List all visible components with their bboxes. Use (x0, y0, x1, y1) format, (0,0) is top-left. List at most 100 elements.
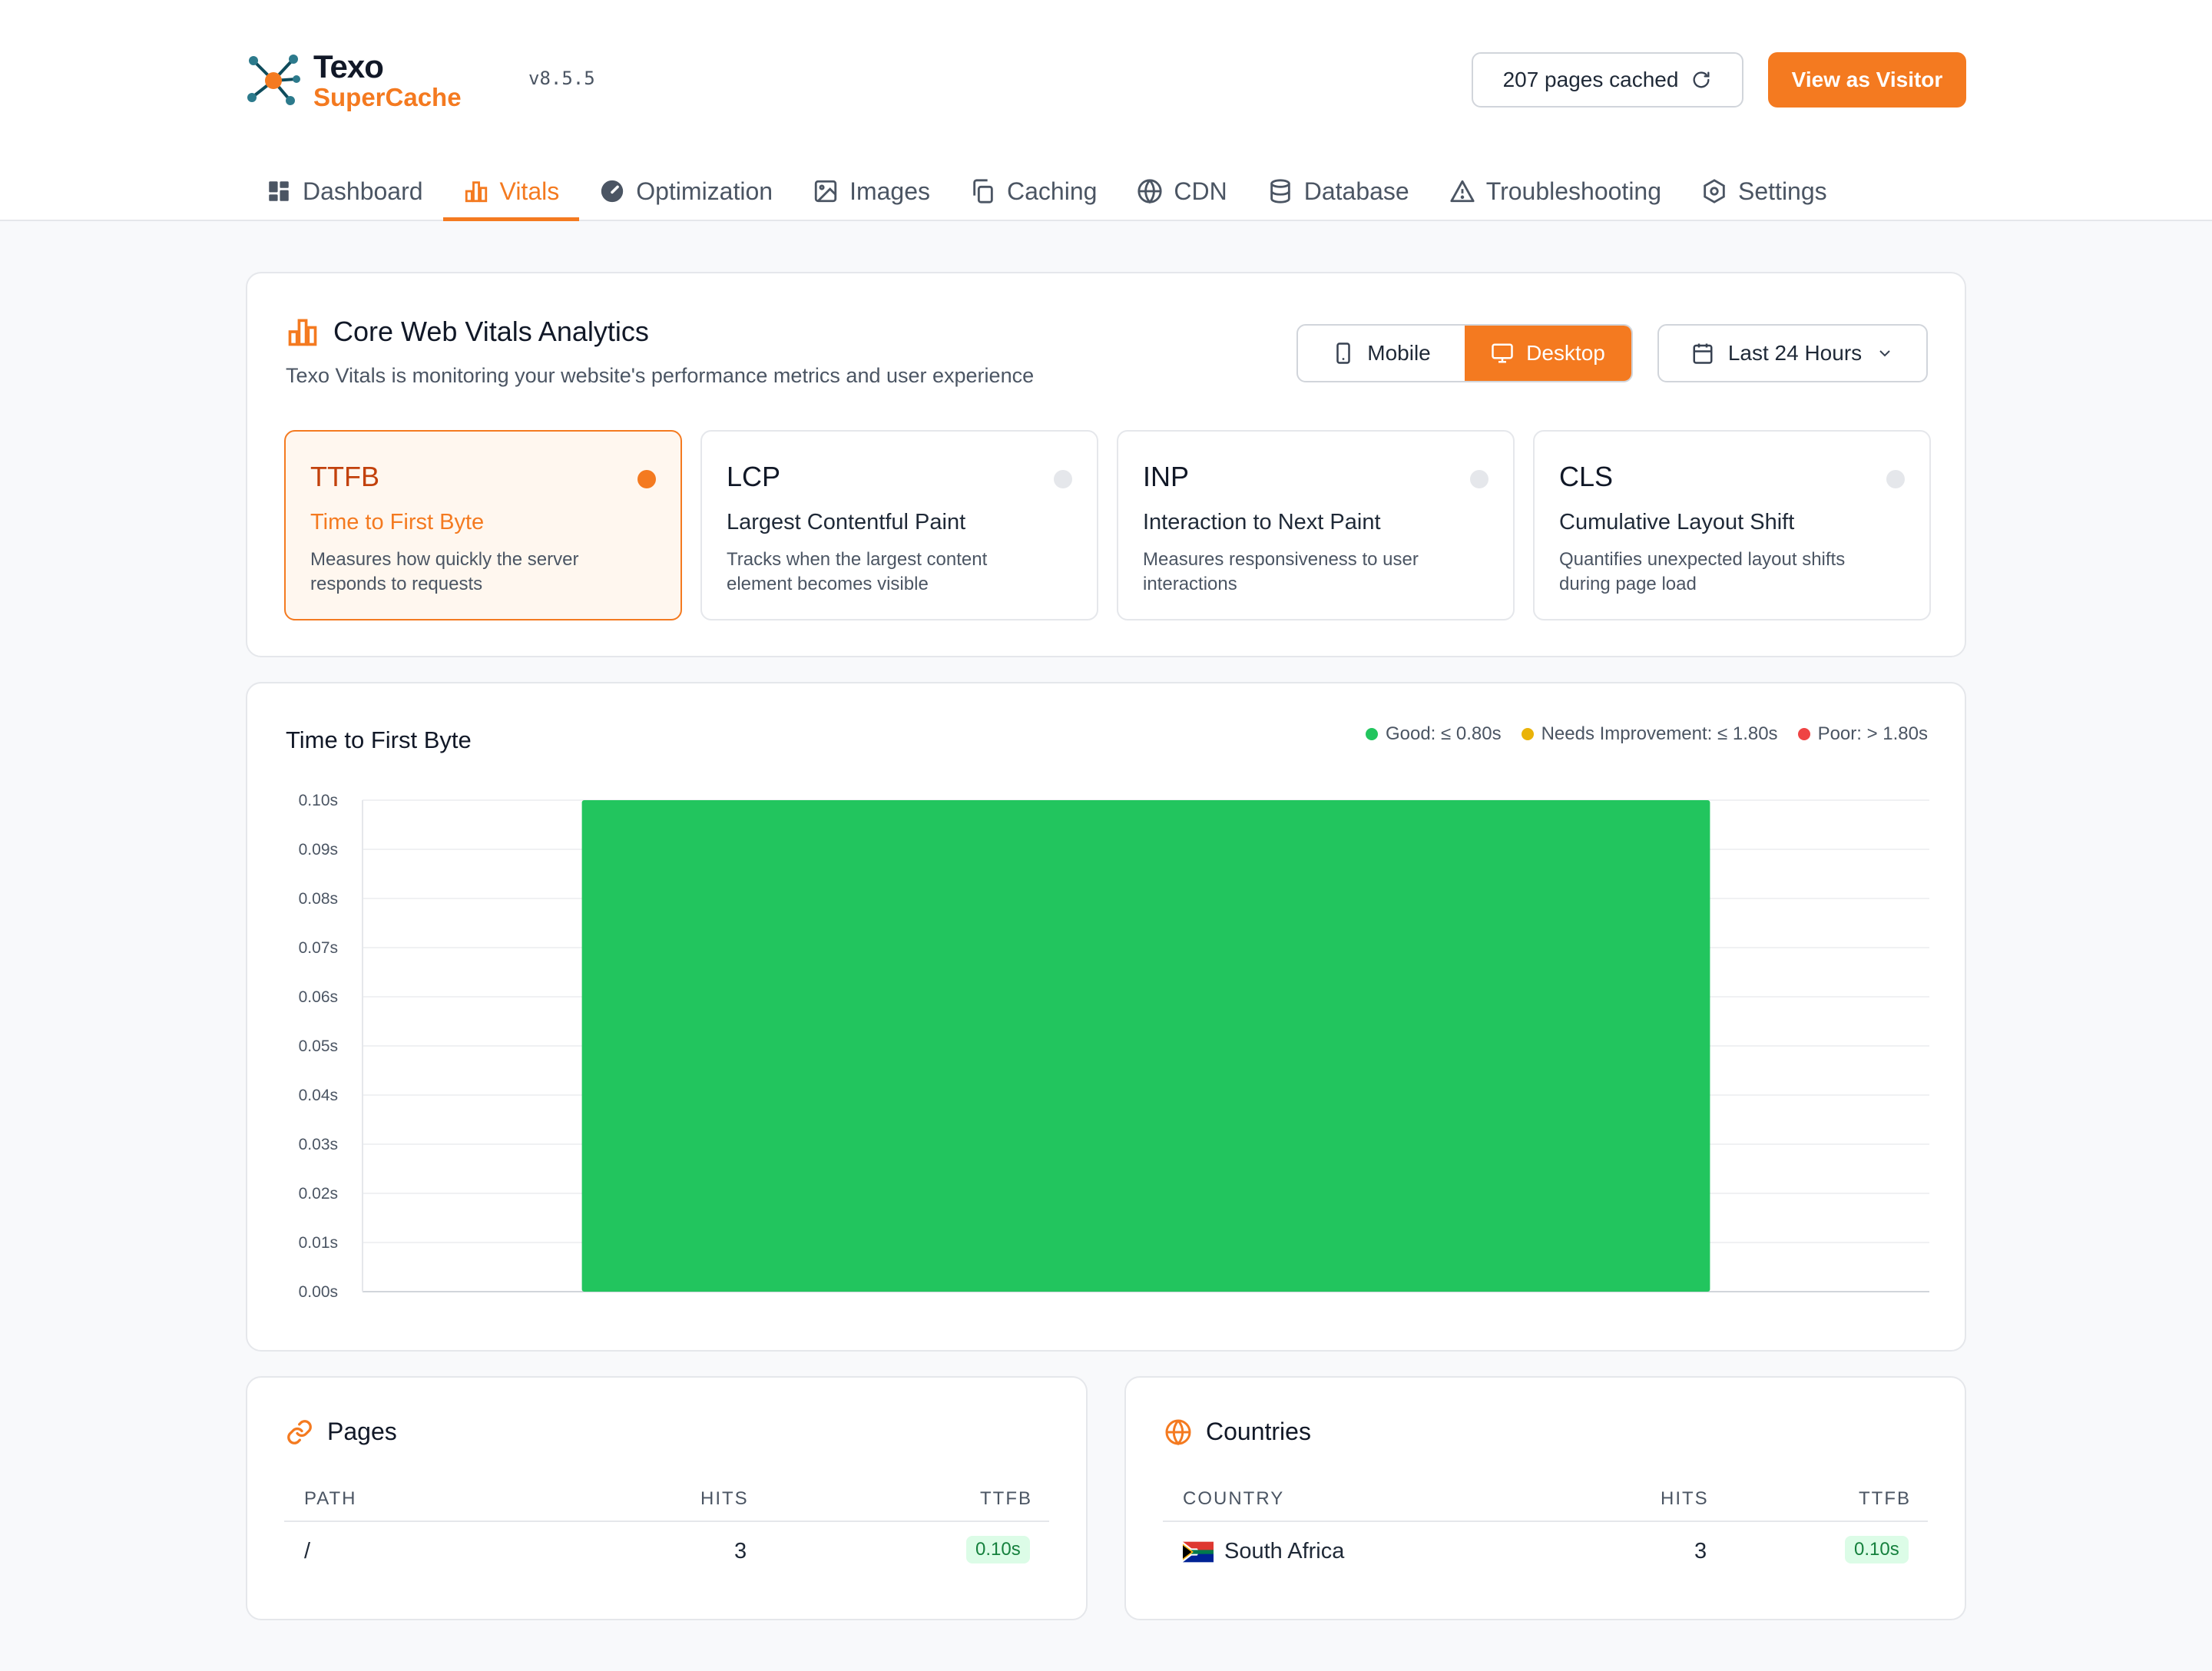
link-icon (287, 1419, 312, 1444)
header-divider (1163, 1520, 1928, 1522)
legend-label-needs-improvement: Needs Improvement: ≤ 1.80s (1541, 723, 1778, 744)
date-range-select[interactable]: Last 24 Hours (1657, 324, 1928, 382)
legend-item-good: Good: ≤ 0.80s (1365, 723, 1502, 745)
countries-title-row: Countries (1164, 1418, 1311, 1446)
mobile-toggle-button[interactable]: Mobile (1298, 326, 1465, 381)
country-ttfb-badge: 0.10s (1845, 1536, 1909, 1563)
countries-header-ttfb: TTFB (1859, 1488, 1911, 1509)
globe-icon (1165, 1419, 1191, 1445)
pages-title-row: Pages (286, 1418, 397, 1446)
tab-troubleshooting-label: Troubleshooting (1485, 177, 1662, 205)
globe-icon (1137, 179, 1162, 204)
tab-images[interactable]: Images (793, 161, 950, 221)
chart-legend: Good: ≤ 0.80s Needs Improvement: ≤ 1.80s… (1365, 723, 1928, 745)
metric-status-dot (1054, 470, 1072, 488)
ttfb-bar (581, 800, 1710, 1292)
legend-dot-needs-improvement (1521, 728, 1534, 740)
legend-item-needs-improvement: Needs Improvement: ≤ 1.80s (1521, 723, 1778, 745)
tab-optimization[interactable]: Optimization (579, 161, 793, 221)
bar-chart-icon (465, 181, 487, 203)
device-toggle: Mobile Desktop (1296, 324, 1633, 382)
grid-icon (269, 181, 289, 201)
page-path[interactable]: / (304, 1539, 311, 1563)
refresh-icon (1693, 71, 1710, 88)
legend-label-good: Good: ≤ 0.80s (1385, 723, 1502, 744)
metric-card-inp[interactable]: INP Interaction to Next Paint Measures r… (1117, 430, 1515, 620)
y-tick-label: 0.02s (299, 1185, 338, 1203)
metric-description: Quantifies unexpected layout shifts duri… (1559, 549, 1846, 595)
metric-status-dot (637, 470, 656, 488)
mobile-label: Mobile (1367, 341, 1431, 365)
metric-card-lcp[interactable]: LCP Largest Contentful Paint Tracks when… (700, 430, 1098, 620)
page-hits: 3 (734, 1539, 747, 1563)
country-cell: South Africa (1183, 1539, 1344, 1564)
tab-database-label: Database (1303, 177, 1409, 205)
tab-dashboard-label: Dashboard (303, 177, 423, 205)
gear-icon (1704, 179, 1725, 203)
warning-icon (1450, 180, 1475, 203)
tab-caching[interactable]: Caching (950, 161, 1117, 221)
legend-dot-good (1365, 728, 1378, 740)
metric-name: Cumulative Layout Shift (1559, 510, 1795, 534)
page-ttfb-badge: 0.10s (966, 1536, 1030, 1563)
tab-database[interactable]: Database (1247, 161, 1429, 221)
countries-title: Countries (1206, 1418, 1311, 1445)
vitals-title: Core Web Vitals Analytics (333, 316, 649, 347)
country-name: South Africa (1224, 1539, 1345, 1563)
y-tick-label: 0.07s (299, 939, 338, 957)
metric-abbr: INP (1143, 461, 1190, 492)
ttfb-chart-card: 0.00s 0.01s 0.02s 0.03s 0.04s 0.05s 0.06s 0.07s… (246, 682, 1966, 1352)
metric-name: Largest Contentful Paint (727, 510, 966, 534)
logo-subtitle: SuperCache (313, 83, 462, 111)
tab-dashboard[interactable]: Dashboard (246, 161, 443, 221)
country-hits: 3 (1694, 1539, 1707, 1563)
tab-vitals[interactable]: Vitals (442, 161, 580, 221)
metric-card-cls[interactable]: CLS Cumulative Layout Shift Quantifies u… (1533, 430, 1931, 620)
legend-item-poor: Poor: > 1.80s (1797, 723, 1928, 745)
core-web-vitals-card: Core Web Vitals Analytics Texo Vitals is… (246, 272, 1966, 657)
y-tick-label: 0.05s (299, 1037, 338, 1055)
date-range-label: Last 24 Hours (1727, 341, 1863, 365)
south-africa-flag-icon (1183, 1542, 1214, 1563)
tab-optimization-label: Optimization (636, 177, 773, 205)
metric-abbr: LCP (727, 461, 781, 492)
y-tick-label: 0.03s (299, 1136, 338, 1153)
tab-settings[interactable]: Settings (1681, 161, 1847, 221)
image-icon (814, 180, 837, 203)
tab-cdn[interactable]: CDN (1117, 161, 1247, 221)
metric-status-dot (1470, 470, 1488, 488)
pages-header-path: PATH (304, 1488, 357, 1509)
database-icon (1270, 179, 1290, 203)
metric-description: Measures responsiveness to user interact… (1143, 549, 1419, 595)
logo[interactable]: Texo SuperCache (246, 51, 462, 110)
calendar-icon (1693, 343, 1713, 364)
pages-table-card: Pages PATH HITS TTFB / 3 0.10s (246, 1376, 1088, 1620)
chart-title: Time to First Byte (286, 726, 472, 753)
pages-cached-label: 207 pages cached (1502, 68, 1679, 91)
monitor-icon (1492, 343, 1513, 363)
logo-network-icon (247, 54, 300, 105)
y-tick-label: 0.04s (299, 1087, 338, 1104)
desktop-toggle-button[interactable]: Desktop (1465, 326, 1631, 381)
y-tick-label: 0.09s (299, 841, 338, 859)
tab-troubleshooting[interactable]: Troubleshooting (1429, 161, 1681, 221)
logo-title: Texo (313, 48, 384, 84)
countries-header-hits: HITS (1661, 1488, 1709, 1509)
gauge-icon (601, 180, 624, 203)
y-tick-label: 0.06s (299, 988, 338, 1006)
tab-images-label: Images (849, 177, 930, 205)
legend-dot-poor (1797, 728, 1810, 740)
main-nav: Dashboard Vitals Optimization Images Cac… (246, 161, 1847, 221)
metric-abbr: CLS (1559, 461, 1614, 492)
desktop-label: Desktop (1526, 341, 1605, 365)
metric-card-ttfb[interactable]: TTFB Time to First Byte Measures how qui… (284, 430, 682, 620)
metric-description: Tracks when the largest content element … (727, 549, 988, 595)
pages-cached-button[interactable]: 207 pages cached (1472, 52, 1743, 108)
y-tick-label: 0.00s (299, 1283, 338, 1301)
version-label: v8.5.5 (528, 68, 595, 89)
legend-label-poor: Poor: > 1.80s (1817, 723, 1928, 744)
pages-title: Pages (327, 1418, 397, 1445)
metric-description: Measures how quickly the server responds… (310, 549, 579, 595)
metric-abbr: TTFB (310, 461, 379, 492)
view-as-visitor-button[interactable]: View as Visitor (1768, 52, 1966, 108)
